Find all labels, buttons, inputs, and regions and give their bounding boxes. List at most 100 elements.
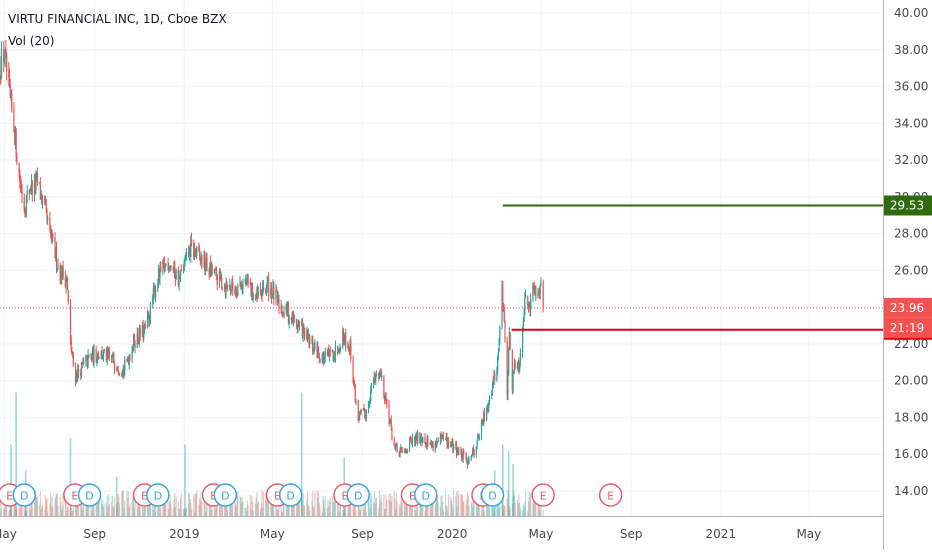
candle[interactable]: [204, 250, 206, 276]
candle[interactable]: [242, 278, 244, 295]
earnings-event-icon[interactable]: E: [531, 483, 555, 507]
candle[interactable]: [136, 327, 138, 349]
candle[interactable]: [244, 278, 246, 285]
candle[interactable]: [368, 400, 370, 409]
candle[interactable]: [250, 282, 252, 297]
candle[interactable]: [271, 293, 273, 299]
dividend-event-icon[interactable]: D: [480, 483, 505, 507]
candle[interactable]: [90, 352, 92, 360]
candle[interactable]: [496, 366, 498, 382]
candle[interactable]: [110, 354, 113, 363]
candle[interactable]: [170, 265, 172, 271]
candle[interactable]: [312, 346, 315, 355]
candle[interactable]: [39, 177, 41, 200]
candle[interactable]: [462, 447, 464, 463]
candle[interactable]: [52, 232, 54, 242]
candle[interactable]: [252, 292, 254, 303]
candle[interactable]: [226, 284, 229, 292]
candle[interactable]: [190, 234, 192, 263]
candle[interactable]: [446, 432, 448, 450]
candle[interactable]: [537, 288, 539, 299]
candle[interactable]: [437, 437, 439, 442]
candle[interactable]: [457, 446, 459, 456]
candle[interactable]: [5, 39, 7, 57]
candle[interactable]: [143, 323, 146, 334]
candle[interactable]: [172, 266, 174, 273]
candle[interactable]: [39, 182, 41, 185]
candle[interactable]: [417, 429, 419, 447]
candle[interactable]: [163, 257, 165, 269]
candle[interactable]: [348, 346, 350, 356]
candle[interactable]: [497, 355, 499, 375]
candle[interactable]: [86, 355, 88, 370]
candle[interactable]: [473, 448, 475, 458]
candle[interactable]: [182, 264, 185, 274]
candle[interactable]: [3, 57, 6, 65]
candle[interactable]: [260, 288, 262, 300]
candle[interactable]: [142, 319, 144, 343]
candle[interactable]: [517, 359, 519, 372]
candle[interactable]: [138, 324, 141, 348]
candle[interactable]: [75, 362, 77, 387]
candle[interactable]: [422, 436, 424, 444]
candle[interactable]: [450, 441, 452, 448]
candle[interactable]: [359, 410, 361, 421]
candle[interactable]: [96, 357, 98, 367]
candle[interactable]: [123, 366, 125, 378]
candle[interactable]: [396, 441, 398, 453]
candle[interactable]: [8, 61, 10, 87]
candle[interactable]: [277, 291, 279, 304]
candle[interactable]: [408, 436, 411, 453]
candle[interactable]: [358, 416, 360, 423]
candle[interactable]: [49, 211, 51, 233]
candle[interactable]: [288, 314, 290, 329]
candle[interactable]: [538, 290, 540, 296]
candle[interactable]: [97, 352, 99, 364]
candle[interactable]: [256, 286, 258, 303]
candle[interactable]: [409, 435, 411, 441]
candle[interactable]: [122, 364, 124, 380]
candle[interactable]: [70, 335, 72, 353]
dividend-event-icon[interactable]: D: [346, 483, 370, 507]
candle[interactable]: [311, 335, 313, 345]
candle[interactable]: [360, 408, 362, 416]
candle[interactable]: [93, 344, 95, 368]
candle[interactable]: [400, 444, 402, 453]
candle[interactable]: [323, 351, 325, 366]
candle[interactable]: [321, 352, 323, 365]
candle[interactable]: [117, 365, 119, 375]
candle[interactable]: [6, 51, 8, 81]
candle[interactable]: [66, 276, 69, 290]
candle[interactable]: [332, 349, 334, 362]
candle[interactable]: [530, 293, 532, 317]
candle[interactable]: [421, 437, 423, 447]
candle[interactable]: [393, 436, 395, 447]
candle[interactable]: [257, 284, 259, 300]
dividend-event-icon[interactable]: D: [12, 483, 36, 507]
candle[interactable]: [461, 453, 464, 463]
candle[interactable]: [137, 327, 139, 345]
drawn-lines[interactable]: [0, 204, 883, 331]
candle[interactable]: [384, 392, 386, 401]
candle[interactable]: [229, 284, 232, 296]
candle[interactable]: [373, 377, 375, 389]
candle[interactable]: [11, 88, 13, 113]
candle[interactable]: [447, 437, 450, 449]
candle[interactable]: [302, 322, 304, 342]
candle[interactable]: [399, 447, 401, 458]
candle[interactable]: [509, 331, 511, 351]
candle[interactable]: [502, 303, 505, 312]
candle[interactable]: [160, 261, 162, 272]
candle[interactable]: [290, 317, 292, 325]
candle[interactable]: [251, 282, 254, 301]
candle[interactable]: [55, 241, 58, 274]
candle[interactable]: [359, 409, 361, 415]
candle[interactable]: [128, 353, 130, 370]
candle[interactable]: [432, 441, 434, 452]
candle[interactable]: [508, 346, 510, 376]
dividend-event-icon[interactable]: D: [77, 483, 102, 507]
candle[interactable]: [416, 432, 418, 445]
candle[interactable]: [147, 311, 149, 320]
candle[interactable]: [177, 266, 179, 288]
candle[interactable]: [203, 250, 205, 268]
